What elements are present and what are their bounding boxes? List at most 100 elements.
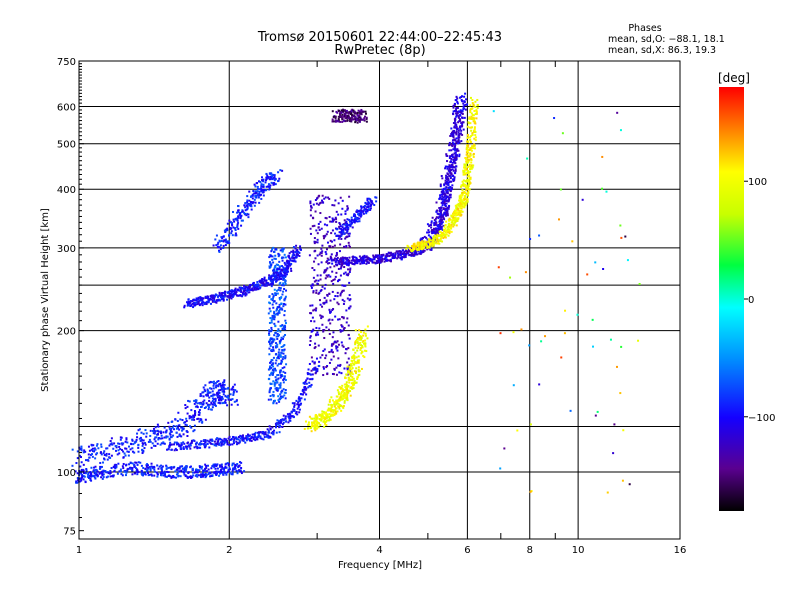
echo-point <box>232 440 235 443</box>
echo-point <box>202 469 205 472</box>
echo-point <box>123 452 126 455</box>
echo-point <box>312 328 315 331</box>
echo-point <box>475 112 478 115</box>
echo-point <box>218 250 221 253</box>
echo-point <box>323 419 326 422</box>
echo-point <box>223 468 226 471</box>
echo-point <box>319 314 322 317</box>
echo-point <box>459 203 462 206</box>
echo-point <box>463 166 466 169</box>
echo-point <box>147 440 150 443</box>
echo-point <box>339 274 342 277</box>
echo-point <box>185 430 188 433</box>
echo-point <box>468 163 471 166</box>
echo-point <box>464 183 467 186</box>
echo-point <box>311 283 314 286</box>
echo-point <box>333 405 336 408</box>
echo-point <box>204 463 207 466</box>
echo-point <box>203 399 206 402</box>
echo-point <box>215 471 218 474</box>
echo-point <box>127 450 130 453</box>
echo-point <box>438 228 441 231</box>
echo-point <box>358 373 361 376</box>
echo-point <box>175 449 178 452</box>
echo-point <box>134 467 137 470</box>
echo-point <box>174 470 177 473</box>
echo-point <box>273 318 276 321</box>
echo-point <box>235 400 238 403</box>
echo-point <box>163 426 166 429</box>
echo-point <box>248 291 251 294</box>
echo-point <box>231 398 234 401</box>
echo-point <box>430 238 433 241</box>
echo-point <box>356 262 359 265</box>
echo-point <box>262 178 265 181</box>
echo-point <box>89 471 92 474</box>
echo-point <box>269 175 272 178</box>
echo-point <box>343 219 346 222</box>
echo-point <box>245 293 248 296</box>
echo-point <box>325 424 328 427</box>
echo-point <box>231 290 234 293</box>
echo-point <box>438 222 441 225</box>
echo-point <box>233 383 236 386</box>
echo-point <box>374 262 377 265</box>
echo-point <box>426 245 429 248</box>
echo-point <box>256 188 259 191</box>
echo-point <box>457 217 460 220</box>
echo-point <box>279 297 282 300</box>
echo-point <box>278 348 281 351</box>
echo-point <box>125 437 128 440</box>
echo-point <box>361 350 364 353</box>
echo-point <box>280 307 283 310</box>
echo-point <box>273 270 276 273</box>
echo-point <box>348 245 351 248</box>
echo-point <box>467 183 470 186</box>
echo-point <box>254 196 257 199</box>
echo-point <box>347 112 350 115</box>
echo-point <box>315 307 318 310</box>
echo-point <box>453 176 456 179</box>
echo-point <box>241 295 244 298</box>
echo-point <box>446 182 449 185</box>
echo-point <box>94 471 97 474</box>
echo-point <box>211 299 214 302</box>
echo-point <box>270 350 273 353</box>
echo-point <box>415 245 418 248</box>
echo-point <box>330 404 333 407</box>
echo-point <box>463 172 466 175</box>
echo-point <box>421 239 424 242</box>
echo-point <box>360 367 363 370</box>
echo-point <box>258 434 261 437</box>
echo-point <box>113 464 116 467</box>
echo-point <box>334 216 337 219</box>
echo-point <box>214 443 217 446</box>
echo-point <box>442 237 445 240</box>
echo-point <box>177 442 180 445</box>
echo-point <box>400 253 403 256</box>
echo-point <box>366 325 369 328</box>
echo-point <box>471 133 474 136</box>
echo-point <box>448 175 451 178</box>
echo-point <box>309 339 312 342</box>
echo-point <box>232 393 235 396</box>
echo-point <box>334 275 337 278</box>
echo-point <box>234 292 237 295</box>
echo-point <box>283 261 286 264</box>
echo-point <box>469 111 472 114</box>
echo-point <box>345 246 348 249</box>
echo-point <box>309 200 312 203</box>
echo-point <box>247 285 250 288</box>
echo-point <box>250 436 253 439</box>
echo-point <box>276 374 279 377</box>
echo-point <box>356 361 359 364</box>
echo-point <box>339 223 342 226</box>
echo-point <box>464 195 467 198</box>
echo-point <box>182 433 185 436</box>
echo-point <box>298 254 301 257</box>
echo-point <box>146 468 149 471</box>
echo-point <box>367 257 370 260</box>
echo-point <box>260 279 263 282</box>
echo-point <box>263 276 266 279</box>
echo-point <box>452 222 455 225</box>
